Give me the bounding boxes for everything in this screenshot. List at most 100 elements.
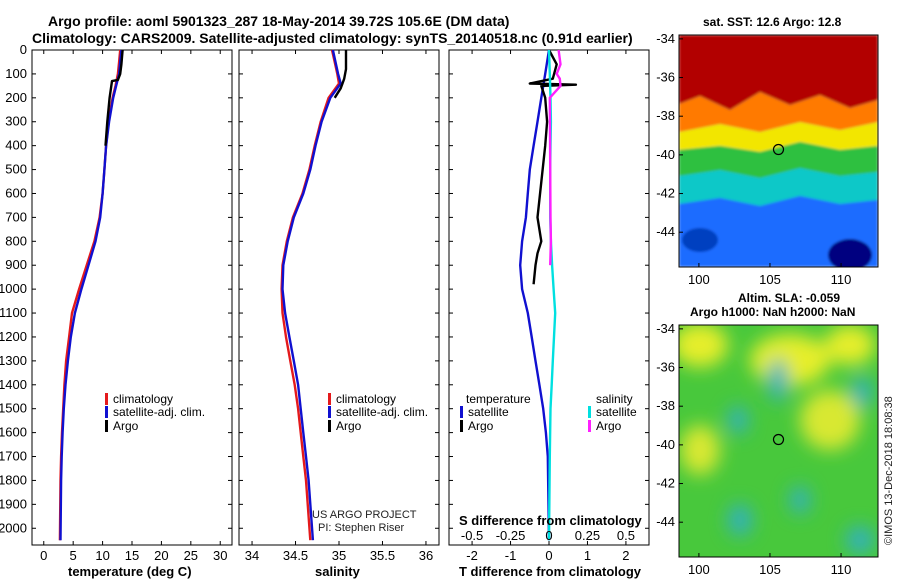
x-tick-label: 35 <box>332 548 346 563</box>
legend-swatch-climatology <box>105 393 108 405</box>
project-credit: US ARGO PROJECT <box>312 509 417 521</box>
sla-map-axes: 100 105 110 -34 -36 -38 -40 -42 -44 <box>656 321 851 577</box>
x-tick-label: 34 <box>245 548 259 563</box>
x-tick-label: -2 <box>466 548 478 563</box>
sla-low-patch <box>728 406 748 434</box>
legend-swatch-argo <box>105 420 108 432</box>
depth-tick-label: 1200 <box>0 329 27 344</box>
legend-argo: Argo <box>113 419 139 433</box>
map-y-tick-label: -34 <box>656 31 675 46</box>
x-tick-label: 0 <box>545 548 552 563</box>
sst-argo-location-marker <box>772 143 785 156</box>
x-tick-label: 30 <box>213 548 227 563</box>
salinity-xlabel: salinity <box>315 564 361 579</box>
sla-low-patch <box>846 526 874 554</box>
sla-map-title-2: Argo h1000: NaN h2000: NaN <box>690 305 855 319</box>
legend-swatch-satellite <box>105 406 108 418</box>
x-tick-label: 36 <box>419 548 433 563</box>
legend-swatch-t-satellite <box>460 406 463 418</box>
sla-argo-location-marker <box>772 433 785 446</box>
sla-map-image <box>679 325 878 557</box>
x-tick-label: 0 <box>40 548 47 563</box>
series-line-climatology <box>58 49 122 541</box>
salinity-series <box>280 49 348 541</box>
title-line-1: Argo profile: aoml 5901323_287 18-May-20… <box>48 13 509 29</box>
x-tick-label: 2 <box>622 548 629 563</box>
sla-high-patch <box>750 334 830 386</box>
sla-high-patch <box>825 325 875 365</box>
map-y-tick-label: -34 <box>656 321 675 336</box>
temperature-series <box>58 49 124 541</box>
sst-orange-band <box>679 92 878 132</box>
series-line-s-argo <box>548 49 562 266</box>
map-y-tick-label: -36 <box>656 70 675 85</box>
sst-cold-patch <box>682 228 718 252</box>
legend-climatology: climatology <box>113 392 173 406</box>
x-tick-label: 34.5 <box>283 548 308 563</box>
sst-map-axes: 100 105 110 -34 -36 -38 -40 -42 -44 <box>656 31 851 287</box>
depth-tick-label: 400 <box>5 138 27 153</box>
depth-tick-label: 300 <box>5 114 27 129</box>
map-y-tick-label: -44 <box>656 224 675 239</box>
x-tick-label: -1 <box>505 548 517 563</box>
x-tick-label: 35.5 <box>370 548 395 563</box>
legend-argo: Argo <box>336 419 362 433</box>
legend-climatology: climatology <box>336 392 396 406</box>
depth-tick-label: 1700 <box>0 449 27 464</box>
s-diff-tick-label: -0.5 <box>461 528 483 543</box>
sst-map-frame <box>678 34 879 268</box>
depth-axis: 0 100 200 300 400 500 600 700 800 900 1000 1100 1200… <box>0 42 27 535</box>
x-tick-label: 15 <box>125 548 139 563</box>
s-diff-tick-label: -0.25 <box>496 528 526 543</box>
x-tick-label: 10 <box>95 548 109 563</box>
series-line-satellite-adj-clim- <box>59 49 123 541</box>
sla-low-patch <box>852 376 872 408</box>
map-x-tick-label: 110 <box>831 272 852 287</box>
legend-t-argo: Argo <box>468 419 494 433</box>
depth-tick-label: 1100 <box>0 305 27 320</box>
legend-swatch-t-argo <box>460 420 463 432</box>
legend-s-argo: Argo <box>596 419 622 433</box>
s-difference-xlabel: S difference from climatology <box>459 513 643 528</box>
t-difference-xlabel: T difference from climatology <box>459 564 642 579</box>
legend-swatch-s-argo <box>588 420 591 432</box>
sla-low-patch <box>768 358 788 402</box>
sst-map-title: sat. SST: 12.6 Argo: 12.8 <box>703 15 842 29</box>
depth-tick-label: 800 <box>5 233 27 248</box>
map-x-tick-label: 105 <box>759 562 781 577</box>
sst-cold-patch <box>828 239 872 267</box>
map-y-tick-label: -40 <box>656 147 675 162</box>
legend-swatch-climatology <box>328 393 331 405</box>
s-diff-tick-label: 0.5 <box>617 528 635 543</box>
depth-tick-label: 1000 <box>0 281 27 296</box>
x-tick-label: 5 <box>70 548 77 563</box>
legend-satellite: satellite-adj. clim. <box>113 405 205 419</box>
map-x-tick-label: 100 <box>688 562 710 577</box>
depth-tick-label: 1400 <box>0 377 27 392</box>
map-y-tick-label: -38 <box>656 108 675 123</box>
sst-blue-band <box>679 196 878 267</box>
series-line-t-argo <box>528 49 578 285</box>
x-tick-label: 20 <box>154 548 168 563</box>
map-y-tick-label: -42 <box>656 186 675 201</box>
depth-tick-label: 900 <box>5 257 27 272</box>
depth-tick-label: 1300 <box>0 353 27 368</box>
salinity-panel-frame <box>238 49 440 546</box>
series-line-t-satellite <box>519 49 551 541</box>
map-y-tick-label: -44 <box>656 514 675 529</box>
sla-high-patch <box>800 390 860 450</box>
depth-tick-label: 500 <box>5 162 27 177</box>
temperature-xlabel: temperature (deg C) <box>68 564 192 579</box>
title-line-2: Climatology: CARS2009. Satellite-adjuste… <box>32 30 633 46</box>
depth-tick-label: 1600 <box>0 425 27 440</box>
x-tick-label: 1 <box>584 548 591 563</box>
map-y-tick-label: -38 <box>656 398 675 413</box>
temperature-legend: climatology satellite-adj. clim. Argo <box>105 392 205 433</box>
legend-temperature-title: temperature <box>466 392 531 406</box>
map-x-tick-label: 110 <box>831 562 852 577</box>
depth-tick-label: 600 <box>5 185 27 200</box>
sst-map-image <box>679 35 878 267</box>
legend-swatch-argo <box>328 420 331 432</box>
sla-low-patch <box>790 486 810 514</box>
